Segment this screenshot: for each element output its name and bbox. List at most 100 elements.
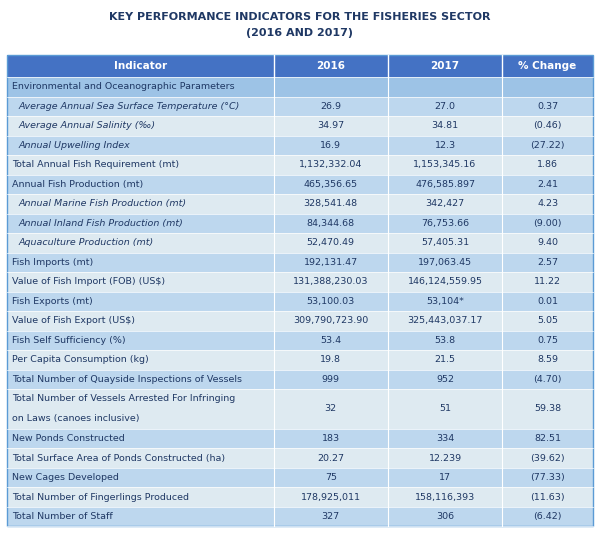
Bar [7, 213, 593, 233]
Text: 1.86: 1.86 [537, 160, 558, 169]
Bar [7, 116, 593, 136]
Text: 327: 327 [322, 512, 340, 521]
Text: (4.70): (4.70) [533, 375, 562, 384]
Text: Average Annual Sea Surface Temperature (°C): Average Annual Sea Surface Temperature (… [19, 102, 241, 111]
Bar [7, 292, 593, 311]
Bar [7, 429, 593, 449]
Text: 465,356.65: 465,356.65 [304, 180, 358, 189]
Text: 8.59: 8.59 [537, 355, 558, 364]
Bar [7, 175, 593, 194]
Text: 183: 183 [322, 434, 340, 443]
Text: 26.9: 26.9 [320, 102, 341, 111]
Text: (39.62): (39.62) [530, 454, 565, 463]
Text: Total Number of Staff: Total Number of Staff [12, 512, 113, 521]
Bar [7, 369, 593, 389]
Text: (77.33): (77.33) [530, 473, 565, 482]
Text: New Ponds Constructed: New Ponds Constructed [12, 434, 125, 443]
Text: 952: 952 [436, 375, 454, 384]
Text: 334: 334 [436, 434, 454, 443]
Text: New Cages Developed: New Cages Developed [12, 473, 119, 482]
Text: 325,443,037.17: 325,443,037.17 [407, 316, 483, 325]
Text: 16.9: 16.9 [320, 141, 341, 150]
Text: % Change: % Change [518, 61, 577, 71]
Text: 59.38: 59.38 [534, 405, 561, 413]
Text: 1,153,345.16: 1,153,345.16 [413, 160, 476, 169]
Bar [7, 331, 593, 350]
Text: 84,344.68: 84,344.68 [307, 219, 355, 228]
Bar [7, 350, 593, 369]
Text: Aquaculture Production (mt): Aquaculture Production (mt) [19, 238, 154, 247]
Text: 17: 17 [439, 473, 451, 482]
Text: Annual Fish Production (mt): Annual Fish Production (mt) [12, 180, 143, 189]
Text: 12.3: 12.3 [434, 141, 455, 150]
Text: (6.42): (6.42) [533, 512, 562, 521]
Text: 27.0: 27.0 [434, 102, 455, 111]
Text: 53.4: 53.4 [320, 336, 341, 345]
Bar [7, 449, 593, 468]
Text: Total Surface Area of Ponds Constructed (ha): Total Surface Area of Ponds Constructed … [12, 454, 225, 463]
Bar [7, 55, 593, 77]
Text: 0.37: 0.37 [537, 102, 558, 111]
Text: 2017: 2017 [430, 61, 460, 71]
Text: 328,541.48: 328,541.48 [304, 199, 358, 209]
Bar [7, 233, 593, 252]
Text: 11.22: 11.22 [534, 277, 561, 286]
Text: (0.46): (0.46) [533, 121, 562, 130]
Text: 21.5: 21.5 [434, 355, 455, 364]
Text: 342,427: 342,427 [425, 199, 464, 209]
Text: 5.05: 5.05 [537, 316, 558, 325]
Text: 76,753.66: 76,753.66 [421, 219, 469, 228]
Text: Fish Self Sufficiency (%): Fish Self Sufficiency (%) [12, 336, 125, 345]
Bar [7, 96, 593, 116]
Bar [7, 389, 593, 429]
Text: 75: 75 [325, 473, 337, 482]
Text: 0.01: 0.01 [537, 297, 558, 306]
Bar [7, 136, 593, 155]
Text: Total Number of Fingerlings Produced: Total Number of Fingerlings Produced [12, 493, 189, 502]
Text: 51: 51 [439, 405, 451, 413]
Text: Value of Fish Export (US$): Value of Fish Export (US$) [12, 316, 135, 325]
Bar [7, 311, 593, 331]
Text: KEY PERFORMANCE INDICATORS FOR THE FISHERIES SECTOR: KEY PERFORMANCE INDICATORS FOR THE FISHE… [109, 12, 491, 22]
Text: Average Annual Salinity (‰): Average Annual Salinity (‰) [19, 121, 156, 130]
Text: 158,116,393: 158,116,393 [415, 493, 475, 502]
Text: 1,132,332.04: 1,132,332.04 [299, 160, 362, 169]
Text: 19.8: 19.8 [320, 355, 341, 364]
Text: Total Number of Quayside Inspections of Vessels: Total Number of Quayside Inspections of … [12, 375, 242, 384]
Text: 12.239: 12.239 [428, 454, 461, 463]
Text: 82.51: 82.51 [534, 434, 561, 443]
Text: 306: 306 [436, 512, 454, 521]
Text: 999: 999 [322, 375, 340, 384]
Text: 309,790,723.90: 309,790,723.90 [293, 316, 368, 325]
Text: Environmental and Oceanographic Parameters: Environmental and Oceanographic Paramete… [12, 82, 235, 91]
Text: 476,585.897: 476,585.897 [415, 180, 475, 189]
Text: Annual Upwelling Index: Annual Upwelling Index [19, 141, 131, 150]
Text: 52,470.49: 52,470.49 [307, 238, 355, 247]
Text: (2016 AND 2017): (2016 AND 2017) [247, 28, 353, 38]
Text: 2016: 2016 [316, 61, 345, 71]
Text: 34.81: 34.81 [431, 121, 458, 130]
Text: 53,100.03: 53,100.03 [307, 297, 355, 306]
Text: 9.40: 9.40 [537, 238, 558, 247]
Bar [7, 77, 593, 96]
Text: 192,131.47: 192,131.47 [304, 258, 358, 267]
Text: 2.41: 2.41 [537, 180, 558, 189]
Bar [7, 194, 593, 213]
Text: 20.27: 20.27 [317, 454, 344, 463]
Text: 131,388,230.03: 131,388,230.03 [293, 277, 368, 286]
Bar [7, 468, 593, 487]
Text: (27.22): (27.22) [530, 141, 565, 150]
Text: Annual Inland Fish Production (mt): Annual Inland Fish Production (mt) [19, 219, 184, 228]
Bar [7, 272, 593, 292]
Text: Total Annual Fish Requirement (mt): Total Annual Fish Requirement (mt) [12, 160, 179, 169]
Text: Total Number of Vessels Arrested For Infringing: Total Number of Vessels Arrested For Inf… [12, 394, 235, 404]
Bar [7, 507, 593, 526]
Text: Value of Fish Import (FOB) (US$): Value of Fish Import (FOB) (US$) [12, 277, 165, 286]
Text: (11.63): (11.63) [530, 493, 565, 502]
Text: 178,925,011: 178,925,011 [301, 493, 361, 502]
Text: 146,124,559.95: 146,124,559.95 [407, 277, 482, 286]
Text: 34.97: 34.97 [317, 121, 344, 130]
Text: 53.8: 53.8 [434, 336, 455, 345]
Bar [7, 487, 593, 507]
Text: (9.00): (9.00) [533, 219, 562, 228]
